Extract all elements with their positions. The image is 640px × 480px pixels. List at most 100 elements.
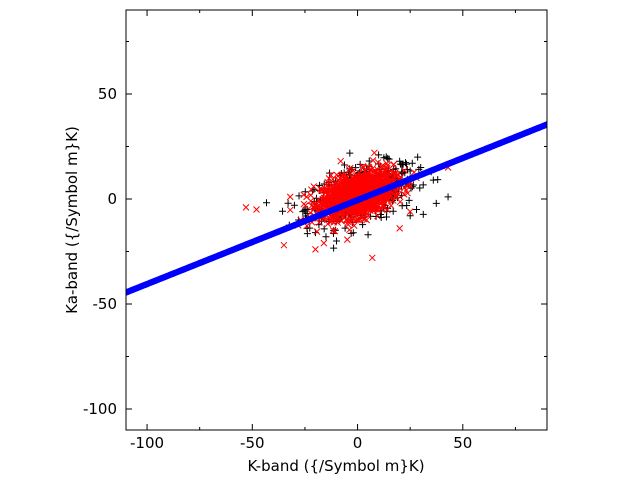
data-point-plus bbox=[320, 225, 328, 233]
data-point-plus bbox=[432, 199, 440, 207]
data-point-plus bbox=[263, 199, 271, 207]
data-point-plus bbox=[279, 207, 287, 215]
data-point-plus bbox=[419, 181, 427, 189]
data-point-x bbox=[343, 182, 351, 190]
y-tick-label: 0 bbox=[107, 190, 117, 208]
data-point-x bbox=[368, 173, 375, 180]
data-point-x bbox=[331, 227, 339, 235]
data-point-x bbox=[358, 181, 366, 189]
data-point-x bbox=[333, 171, 341, 179]
series-dot bbox=[126, 121, 547, 296]
data-point-x bbox=[351, 209, 359, 216]
data-point-x bbox=[384, 206, 391, 214]
data-point-x bbox=[325, 201, 333, 209]
data-point-x bbox=[343, 236, 351, 243]
data-point-x bbox=[315, 196, 323, 204]
data-point-x bbox=[367, 205, 375, 213]
data-point-plus bbox=[444, 193, 452, 201]
data-point-plus bbox=[322, 233, 330, 241]
data-point-x bbox=[327, 217, 335, 225]
data-point-x bbox=[331, 189, 339, 196]
data-point-x bbox=[339, 190, 347, 198]
data-point-x bbox=[337, 217, 345, 225]
data-point-x bbox=[310, 183, 318, 190]
data-point-plus bbox=[330, 244, 338, 252]
data-point-x bbox=[369, 157, 377, 164]
data-point-x bbox=[253, 206, 260, 213]
data-point-x bbox=[337, 157, 345, 165]
plot-area bbox=[126, 121, 547, 296]
data-point-x bbox=[368, 254, 376, 262]
data-point-x bbox=[329, 227, 337, 234]
data-point-x bbox=[407, 182, 415, 190]
data-point-plus bbox=[389, 207, 397, 215]
x-tick-label: 0 bbox=[353, 434, 363, 452]
data-point-x bbox=[300, 200, 308, 208]
data-point-x bbox=[391, 169, 399, 177]
data-point-x bbox=[352, 216, 360, 224]
data-point-plus bbox=[416, 184, 424, 192]
y-tick-label: 50 bbox=[98, 85, 117, 103]
data-point-x bbox=[345, 166, 353, 173]
data-point-x bbox=[338, 173, 345, 180]
data-point-plus bbox=[429, 176, 437, 184]
fit-line-point bbox=[543, 121, 547, 128]
data-point-plus bbox=[352, 164, 360, 172]
data-point-plus bbox=[406, 212, 414, 220]
data-point-plus bbox=[408, 159, 416, 167]
data-point-x bbox=[346, 190, 354, 198]
x-tick-label: 50 bbox=[453, 434, 472, 452]
data-point-x bbox=[356, 169, 363, 177]
data-point-x bbox=[379, 162, 387, 169]
data-point-x bbox=[315, 219, 323, 226]
data-point-x bbox=[300, 191, 308, 199]
x-tick-label: -100 bbox=[130, 434, 164, 452]
data-point-x bbox=[371, 149, 378, 157]
data-point-x bbox=[320, 196, 328, 203]
data-point-plus bbox=[419, 210, 427, 218]
data-point-plus bbox=[346, 149, 354, 157]
x-tick-label: -50 bbox=[240, 434, 265, 452]
data-point-plus bbox=[402, 159, 410, 167]
data-point-x bbox=[310, 204, 318, 211]
data-point-x bbox=[347, 218, 355, 225]
y-tick-label: -50 bbox=[93, 295, 118, 313]
data-point-x bbox=[363, 180, 371, 188]
data-point-x bbox=[361, 167, 369, 175]
tick-labels: -100 -50 0 50 -100 -50 0 50 bbox=[83, 85, 472, 452]
data-point-plus bbox=[417, 164, 425, 171]
data-point-x bbox=[364, 183, 371, 191]
data-point-x bbox=[348, 206, 356, 213]
data-point-plus bbox=[414, 153, 422, 161]
data-point-plus bbox=[295, 192, 303, 200]
data-point-x bbox=[384, 195, 391, 202]
data-point-x bbox=[335, 184, 343, 192]
data-point-x bbox=[312, 246, 319, 253]
data-point-x bbox=[359, 163, 367, 170]
data-point-x bbox=[388, 176, 395, 184]
data-point-x bbox=[355, 177, 363, 185]
data-point-x bbox=[339, 213, 347, 220]
data-point-x bbox=[378, 205, 386, 212]
data-point-x bbox=[313, 228, 321, 235]
axis-ticks bbox=[126, 10, 547, 430]
data-point-x bbox=[374, 206, 382, 213]
y-tick-label: -100 bbox=[83, 400, 117, 418]
data-point-plus bbox=[301, 188, 309, 196]
data-point-x bbox=[389, 169, 397, 177]
data-point-x bbox=[390, 161, 397, 169]
data-point-plus bbox=[384, 154, 392, 162]
data-point-x bbox=[325, 179, 333, 187]
data-point-x bbox=[353, 190, 361, 198]
y-axis-label: Ka-band ({/Symbol m}K) bbox=[63, 126, 81, 314]
data-point-x bbox=[330, 212, 338, 220]
data-point-plus bbox=[284, 199, 292, 207]
data-point-x bbox=[371, 167, 379, 175]
data-point-plus bbox=[356, 160, 364, 168]
data-point-x bbox=[376, 175, 383, 183]
data-point-plus bbox=[396, 157, 404, 165]
data-point-plus bbox=[412, 206, 420, 213]
x-axis-label: K-band ({/Symbol m}K) bbox=[247, 457, 424, 475]
data-point-plus bbox=[364, 231, 372, 239]
